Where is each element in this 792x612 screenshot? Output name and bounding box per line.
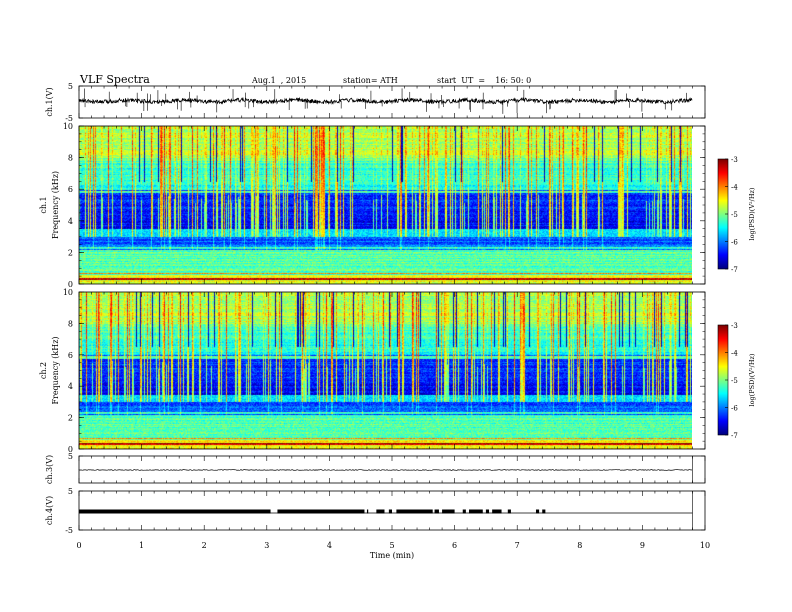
ch4-segment <box>507 509 511 514</box>
ch4-segment <box>388 509 392 514</box>
sp2-colorbar-tick-label: -6 <box>731 405 738 413</box>
ch4-segment <box>492 509 502 514</box>
sp1-colorbar-tick-label: -4 <box>731 184 738 192</box>
sp1-ylabel: Frequency (kHz) <box>51 171 60 239</box>
x-tick-label: 10 <box>700 541 710 550</box>
ch4-segment <box>376 509 385 514</box>
x-tick-label: 7 <box>515 541 520 550</box>
sp2-ytick-label: 10 <box>63 288 73 297</box>
sp1-colorbar-tick-label: -5 <box>731 211 738 219</box>
ch4-segment <box>535 509 540 514</box>
sp1-ytick-label: 0 <box>68 280 73 289</box>
ch1-ytick-label: 5 <box>68 82 73 91</box>
sp1-ytick-label: 6 <box>68 185 73 194</box>
sp2-ytick-label: 8 <box>68 319 73 328</box>
ch4-ytick-label: 5 <box>68 487 73 496</box>
sp2-ylabel: Frequency (kHz) <box>51 336 60 404</box>
start-time-label: start UT = 16: 50: 0 <box>437 76 532 85</box>
ch4-segment <box>462 509 466 514</box>
x-tick-label: 6 <box>452 541 457 550</box>
ch4-segment <box>366 509 369 514</box>
sp1-ytick-label: 8 <box>68 154 73 163</box>
figure-title: VLF Spectra <box>80 73 150 86</box>
sp1-ytick-label: 4 <box>68 217 73 226</box>
ch4-segment <box>79 509 271 514</box>
station-label: station= ATH <box>343 76 398 85</box>
x-tick-label: 5 <box>389 541 394 550</box>
ch1-spectrogram-image <box>79 126 692 284</box>
sp2-ytick-label: 2 <box>68 414 73 423</box>
sp2-ytick-label: 4 <box>68 382 73 391</box>
ch3-trace <box>78 469 693 471</box>
sp1-colorbar-tick-label: -7 <box>731 266 738 274</box>
x-tick-label: 1 <box>139 541 144 550</box>
sp2-colorbar-tick-label: -3 <box>731 322 738 330</box>
sp1-ytick-label: 2 <box>68 248 73 257</box>
frame-layer <box>78 85 729 531</box>
x-tick-label: 2 <box>202 541 207 550</box>
sp1-colorbar-tick-label: -6 <box>731 239 738 247</box>
x-axis-label: Time (min) <box>370 551 414 560</box>
ch3-ytick-label: 5 <box>68 452 73 461</box>
ch4-segment <box>277 509 365 514</box>
ch4-segment <box>542 509 546 514</box>
sp1-colorbar-tick-label: -3 <box>731 156 738 164</box>
sp1-channel-label: ch.1 <box>39 196 48 213</box>
trace-layer <box>78 88 693 530</box>
date-label: Aug.1 , 2015 <box>252 76 307 85</box>
x-tick-label: 8 <box>577 541 582 550</box>
ch4-segment <box>434 509 439 514</box>
ch2-spectrogram-image <box>79 292 692 449</box>
sp2-ytick-label: 6 <box>68 351 73 360</box>
x-tick-label: 9 <box>640 541 645 550</box>
sp1-ytick-label: 10 <box>63 122 73 131</box>
sp2-ytick-label: 0 <box>68 445 73 454</box>
sp2-colorbar-label: log(PSD)(V²/Hz) <box>748 353 756 406</box>
ch4-segment <box>442 509 455 514</box>
sp2-colorbar-tick-label: -7 <box>731 432 738 440</box>
sp2-colorbar-tick-label: -5 <box>731 377 738 385</box>
x-tick-label: 4 <box>327 541 332 550</box>
sp2-colorbar-tick-label: -4 <box>731 350 738 358</box>
x-tick-label: 0 <box>76 541 81 550</box>
ch4-ytick-label: -5 <box>65 526 73 535</box>
sp1-colorbar-label: log(PSD)(V²/Hz) <box>748 187 756 240</box>
ch1-waveform <box>78 96 693 106</box>
ch4-segment <box>485 509 490 514</box>
ch4-segment <box>396 509 433 514</box>
sp1-colorbar <box>718 159 728 269</box>
spectrogram-layer <box>79 126 728 449</box>
x-tick-label: 3 <box>264 541 269 550</box>
sp2-channel-label: ch.2 <box>39 362 48 379</box>
ch1-ylabel: ch.1(V) <box>45 87 54 116</box>
ch4-ylabel: ch.4(V) <box>45 496 54 525</box>
ch4-segment <box>468 509 483 514</box>
ch3-ylabel: ch.3(V) <box>45 455 54 484</box>
ch1-ytick-label: -5 <box>65 114 73 123</box>
sp2-colorbar <box>718 325 728 435</box>
